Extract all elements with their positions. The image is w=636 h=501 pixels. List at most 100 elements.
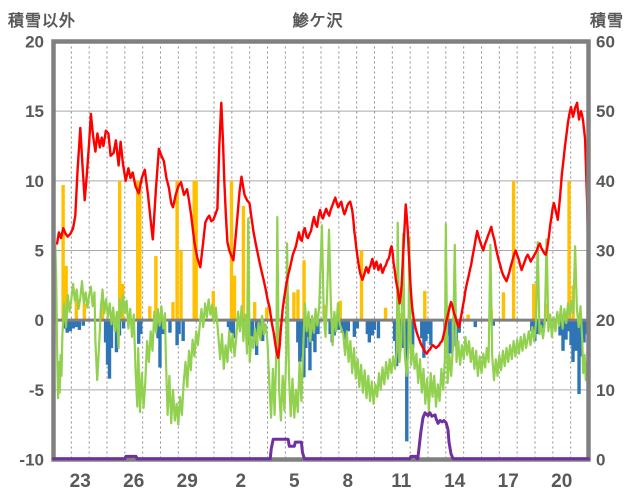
blue-precipitation-bars: [579, 320, 583, 357]
blue-precipitation-bars: [250, 320, 255, 337]
blue-precipitation-bars: [365, 320, 370, 335]
blue-precipitation-bars: [571, 320, 575, 362]
blue-precipitation-bars: [530, 320, 534, 332]
yellow-sunshine-bars: [100, 300, 105, 321]
blue-precipitation-bars: [228, 320, 233, 333]
x-axis-tick-label: 11: [391, 471, 412, 492]
blue-precipitation-bars: [372, 320, 377, 330]
green-line: [53, 216, 590, 426]
right-axis-tick-label: 50: [596, 102, 615, 121]
yellow-sunshine-bars: [138, 180, 142, 321]
yellow-sunshine-bars: [154, 256, 158, 321]
blue-precipitation-bars: [296, 320, 300, 343]
right-axis-tick-label: 10: [596, 381, 615, 400]
blue-precipitation-bars: [346, 320, 350, 332]
x-axis-tick-label: 26: [123, 471, 144, 492]
blue-precipitation-bars: [564, 320, 568, 340]
blue-precipitation-bars: [569, 320, 573, 346]
yellow-sunshine-bars: [338, 300, 342, 321]
blue-precipitation-bars: [566, 320, 570, 332]
yellow-sunshine-bars: [292, 292, 296, 321]
x-axis-tick-label: 20: [551, 471, 572, 492]
right-axis-tick-label: 0: [596, 451, 605, 470]
blue-precipitation-bars: [355, 320, 360, 329]
blue-precipitation-bars: [175, 320, 179, 346]
yellow-sunshine-bars: [511, 180, 516, 321]
blue-precipitation-bars: [540, 320, 544, 329]
right-axis-tick-label: 30: [596, 242, 615, 261]
blue-precipitation-bars: [298, 320, 302, 362]
yellow-sunshine-bars: [423, 290, 427, 321]
chart-title: 鯵ケ沢: [292, 13, 344, 30]
blue-precipitation-bars: [74, 320, 79, 328]
blue-precipitation-bars: [139, 320, 143, 335]
purple-snow-depth-line: [52, 411, 590, 461]
blue-precipitation-bars: [308, 320, 312, 371]
yellow-sunshine-bars: [179, 250, 183, 321]
blue-precipitation-bars: [181, 320, 185, 342]
blue-precipitation-bars: [328, 320, 332, 335]
yellow-sunshine-bars: [567, 180, 571, 321]
blue-precipitation-bars: [71, 320, 75, 329]
blue-precipitation-bars: [535, 320, 539, 335]
blue-precipitation-bars: [177, 320, 181, 335]
yellow-sunshine-bars: [296, 289, 300, 321]
blue-precipitation-bars: [577, 320, 581, 395]
blue-precipitation-bars: [103, 320, 108, 343]
blue-precipitation-bars: [316, 320, 320, 335]
right-axis-title: 積雪: [589, 13, 624, 30]
x-axis-tick-label: 29: [177, 471, 198, 492]
blue-precipitation-bars: [448, 320, 452, 354]
yellow-sunshine-bars: [383, 307, 388, 321]
yellow-sunshine-bars: [135, 180, 140, 321]
blue-precipitation-bars: [304, 320, 308, 349]
blue-precipitation-bars: [429, 320, 433, 346]
left-axis-title: 積雪以外: [8, 13, 77, 30]
yellow-sunshine-bars: [61, 185, 65, 321]
yellow-sunshine-bars: [82, 303, 87, 321]
left-axis-tick-label: 10: [25, 172, 44, 191]
blue-precipitation-bars: [473, 320, 477, 328]
blue-precipitation-bars: [491, 320, 495, 326]
blue-precipitation-bars: [156, 320, 160, 339]
x-axis-tick-label: 23: [70, 471, 91, 492]
left-axis-tick-label: -10: [19, 451, 44, 470]
blue-precipitation-bars: [65, 320, 69, 333]
yellow-sunshine-bars: [192, 180, 196, 321]
yellow-sunshine-bars: [501, 292, 506, 321]
blue-precipitation-bars: [114, 320, 119, 353]
blue-precipitation-bars: [392, 320, 397, 342]
yellow-sunshine-bars: [232, 275, 237, 321]
left-axis-tick-label: 20: [25, 33, 44, 52]
blue-precipitation-bars: [427, 320, 431, 335]
left-axis-tick-label: 5: [35, 242, 44, 261]
yellow-sunshine-bars: [252, 302, 257, 321]
yellow-sunshine-bars: [171, 302, 175, 321]
blue-precipitation-bars: [574, 320, 578, 351]
blue-precipitation-bars: [77, 320, 82, 330]
blue-precipitation-bars: [340, 320, 344, 333]
x-axis-tick-label: 5: [289, 471, 300, 492]
blue-precipitation-bars: [376, 320, 381, 339]
blue-precipitation-bars: [137, 320, 141, 344]
yellow-sunshine-bars: [117, 180, 122, 321]
blue-precipitation-bars: [424, 320, 428, 342]
blue-precipitation-bars: [105, 320, 110, 365]
left-axis-tick-label: 15: [25, 102, 44, 121]
blue-precipitation-bars: [300, 320, 304, 358]
blue-precipitation-bars: [81, 320, 85, 326]
yellow-sunshine-bars: [466, 314, 470, 321]
red-temperature-line: [55, 101, 590, 359]
yellow-sunshine-bars: [359, 250, 364, 321]
blue-precipitation-bars: [405, 320, 409, 442]
blue-precipitation-bars: [582, 320, 586, 343]
yellow-sunshine-bars: [175, 180, 179, 321]
blue-precipitation-bars: [336, 320, 340, 330]
yellow-sunshine-bars: [74, 299, 79, 321]
blue-precipitation-bars: [68, 320, 72, 332]
blue-precipitation-bars: [226, 320, 231, 328]
blue-precipitation-bars: [313, 320, 317, 353]
blue-precipitation-bars: [343, 320, 347, 340]
